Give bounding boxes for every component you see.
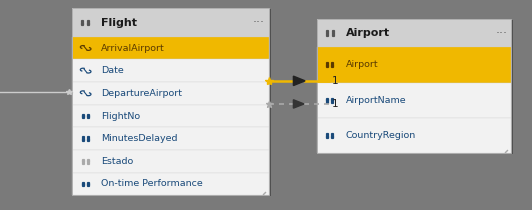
Bar (72, 173, 269, 195)
Bar (317, 83, 511, 118)
Text: FlightNo: FlightNo (101, 112, 140, 121)
Bar (317, 118, 511, 153)
Text: Estado: Estado (101, 157, 134, 166)
Text: MinutesDelayed: MinutesDelayed (101, 134, 178, 143)
Text: AirportName: AirportName (346, 96, 406, 105)
Polygon shape (293, 100, 304, 108)
Bar (319, 20, 513, 154)
Text: Airport: Airport (346, 28, 390, 38)
Text: On-time Performance: On-time Performance (101, 180, 203, 189)
Text: ···: ··· (253, 16, 265, 29)
Bar (72, 37, 269, 195)
Bar (72, 105, 269, 127)
Bar (317, 19, 511, 47)
Polygon shape (293, 76, 305, 85)
Bar (72, 8, 269, 37)
Text: DepartureAirport: DepartureAirport (101, 89, 182, 98)
Bar (317, 47, 511, 153)
Bar (72, 82, 269, 105)
Text: ArrivalAirport: ArrivalAirport (101, 44, 165, 52)
Text: CountryRegion: CountryRegion (346, 131, 416, 140)
Text: Airport: Airport (346, 60, 378, 70)
Bar (74, 9, 271, 196)
Text: ···: ··· (495, 27, 507, 39)
Text: Date: Date (101, 66, 124, 75)
Bar (72, 37, 269, 59)
Bar (317, 19, 511, 153)
Bar (72, 59, 269, 82)
Bar (72, 127, 269, 150)
Text: Flight: Flight (101, 18, 137, 28)
Bar (72, 8, 269, 195)
Bar (72, 150, 269, 173)
Text: 1: 1 (331, 76, 338, 86)
Bar (317, 47, 511, 83)
Text: 1: 1 (331, 99, 338, 109)
